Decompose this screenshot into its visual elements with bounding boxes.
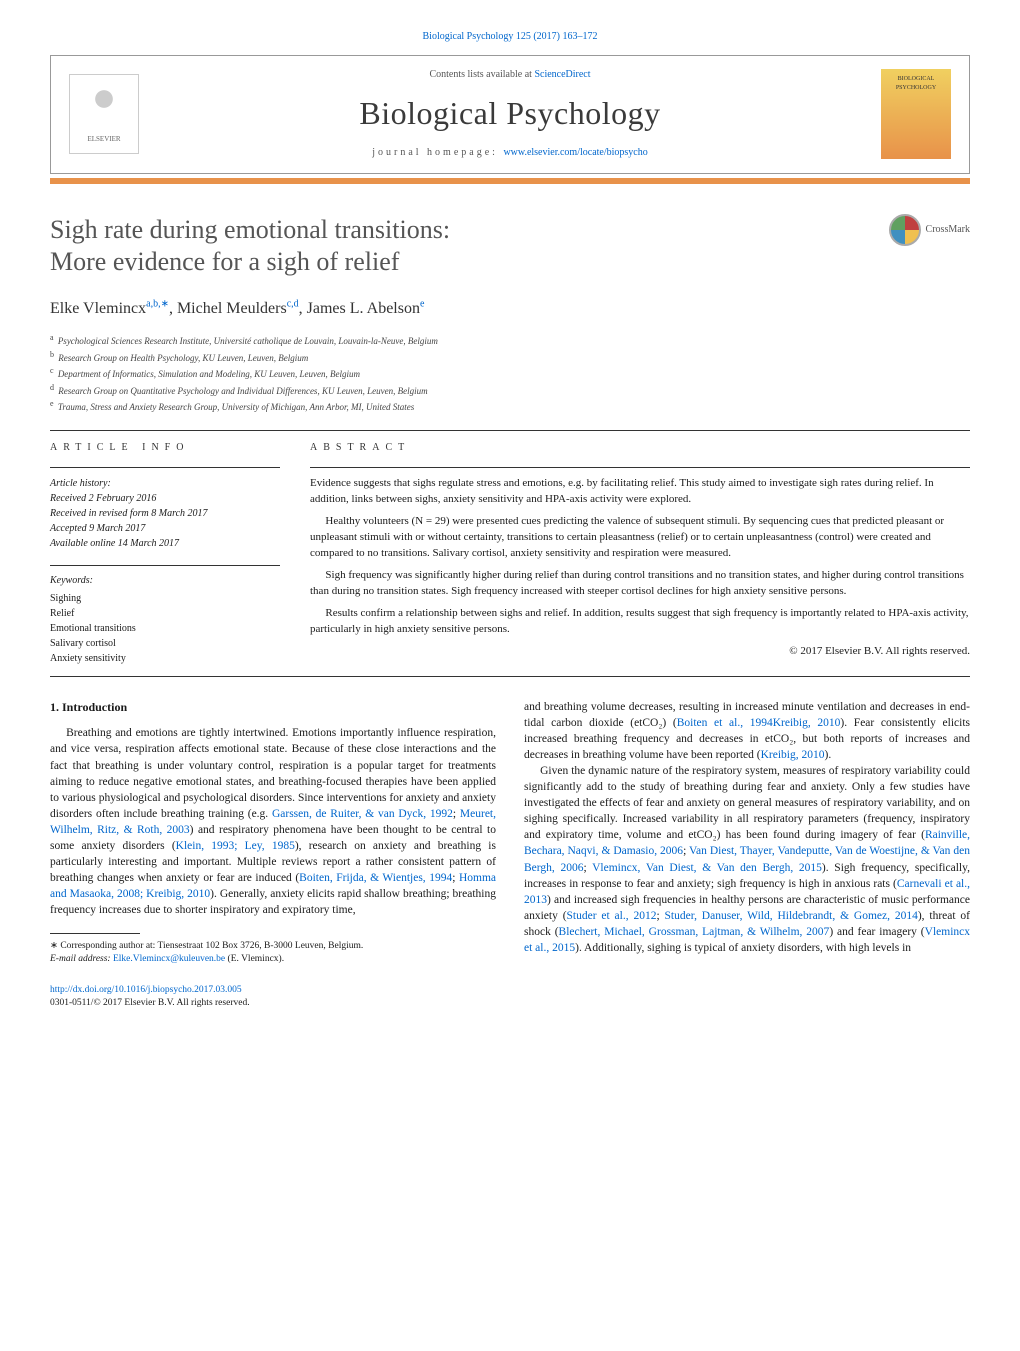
elsevier-label: ELSEVIER <box>87 134 120 144</box>
article-info-heading: article info <box>50 441 280 456</box>
history-received: Received 2 February 2016 <box>50 491 280 506</box>
keywords-list: Sighing Relief Emotional transitions Sal… <box>50 591 280 666</box>
citation-link[interactable]: Blechert, Michael, Grossman, Lajtman, & … <box>559 926 830 938</box>
citation-link[interactable]: Kreibig, 2010 <box>761 749 825 761</box>
author-3-sup: e <box>420 299 424 310</box>
citation-link[interactable]: Boiten, Frijda, & Wientjes, 1994 <box>299 872 452 884</box>
abstract-p2: Healthy volunteers (N = 29) were present… <box>310 514 970 562</box>
divider-bottom <box>50 676 970 677</box>
p2-text-i: ). Additionally, sighing is typical of a… <box>575 942 911 954</box>
cover-label-2: PSYCHOLOGY <box>896 84 936 93</box>
keywords-divider <box>50 565 280 566</box>
title-line-2: More evidence for a sigh of relief <box>50 247 399 276</box>
authors-line: Elke Vlemincxa,b,∗, Michel Meuldersc,d, … <box>50 297 970 320</box>
p1-text-i: ). <box>825 749 832 761</box>
journal-header-box: ELSEVIER Contents lists available at Sci… <box>50 55 970 174</box>
affiliation-b: Research Group on Health Psychology, KU … <box>58 353 308 363</box>
abstract-copyright: © 2017 Elsevier B.V. All rights reserved… <box>310 644 970 660</box>
affiliation-e: Trauma, Stress and Anxiety Research Grou… <box>58 402 414 412</box>
footnote-rule <box>50 933 140 934</box>
crossmark-label: CrossMark <box>926 223 970 238</box>
history-label: Article history: <box>50 476 280 491</box>
footnote-email-link[interactable]: Elke.Vlemincx@kuleuven.be <box>113 954 225 964</box>
affiliation-d: Research Group on Quantitative Psycholog… <box>58 386 427 396</box>
body-paragraph-2: Given the dynamic nature of the respirat… <box>524 763 970 956</box>
p2-text-h: ) and fear imagery ( <box>829 926 924 938</box>
header-center: Contents lists available at ScienceDirec… <box>154 68 866 161</box>
affiliation-a: Psychological Sciences Research Institut… <box>58 336 438 346</box>
author-2-sup: c,d <box>287 299 299 310</box>
keyword-2: Relief <box>50 606 280 621</box>
crossmark-icon <box>889 214 921 246</box>
article-history: Article history: Received 2 February 201… <box>50 476 280 551</box>
article-info-column: article info Article history: Received 2… <box>50 441 280 666</box>
crossmark-badge[interactable]: CrossMark <box>889 214 970 246</box>
history-revised: Received in revised form 8 March 2017 <box>50 506 280 521</box>
elsevier-logo: ELSEVIER <box>69 74 139 154</box>
author-1-name: Elke Vlemincx <box>50 300 146 317</box>
keywords-label: Keywords: <box>50 574 280 589</box>
journal-reference: Biological Psychology 125 (2017) 163–172 <box>50 30 970 45</box>
journal-cover-thumbnail: BIOLOGICAL PSYCHOLOGY <box>881 69 951 159</box>
info-divider <box>50 467 280 468</box>
citation-link[interactable]: Studer, Danuser, Wild, Hildebrandt, & Go… <box>665 910 918 922</box>
abstract-column: abstract Evidence suggests that sighs re… <box>310 441 970 666</box>
footnote-line-1: ∗ Corresponding author at: Tiensestraat … <box>50 940 496 953</box>
citation-link[interactable]: Studer et al., 2012 <box>567 910 657 922</box>
author-2-name: Michel Meulders <box>177 300 287 317</box>
journal-name: Biological Psychology <box>154 90 866 136</box>
affiliation-c: Department of Informatics, Simulation an… <box>58 369 360 379</box>
cover-label-1: BIOLOGICAL <box>898 75 935 84</box>
contents-line: Contents lists available at ScienceDirec… <box>154 68 866 83</box>
accent-bar <box>50 178 970 184</box>
p1-text-b: ; <box>453 808 460 820</box>
body-columns: 1. Introduction Breathing and emotions a… <box>50 699 970 967</box>
author-3-name: James L. Abelson <box>307 300 420 317</box>
corresponding-footnote: ∗ Corresponding author at: Tiensestraat … <box>50 940 496 967</box>
history-online: Available online 14 March 2017 <box>50 536 280 551</box>
info-abstract-row: article info Article history: Received 2… <box>50 441 970 666</box>
issn-copyright: 0301-0511/© 2017 Elsevier B.V. All right… <box>50 998 250 1008</box>
citation-link[interactable]: Garssen, de Ruiter, & van Dyck, 1992 <box>272 808 453 820</box>
sciencedirect-link[interactable]: ScienceDirect <box>534 69 590 80</box>
history-accepted: Accepted 9 March 2017 <box>50 521 280 536</box>
abstract-divider <box>310 467 970 468</box>
citation-link[interactable]: Vlemincx, Van Diest, & Van den Bergh, 20… <box>592 862 822 874</box>
p2-text-a: Given the dynamic nature of the respirat… <box>524 765 970 841</box>
p1-text-e: ; <box>452 872 459 884</box>
p2-text-c: ; <box>583 862 592 874</box>
article-title: Sigh rate during emotional transitions: … <box>50 214 450 279</box>
p2-text-f: ; <box>656 910 664 922</box>
author-1-sup: a,b,∗ <box>146 299 169 310</box>
homepage-link[interactable]: www.elsevier.com/locate/biopsycho <box>503 147 647 158</box>
affiliations: a Psychological Sciences Research Instit… <box>50 332 970 415</box>
divider-top <box>50 430 970 431</box>
keyword-3: Emotional transitions <box>50 621 280 636</box>
keyword-5: Anxiety sensitivity <box>50 651 280 666</box>
abstract-p1: Evidence suggests that sighs regulate st… <box>310 476 970 508</box>
citation-link[interactable]: Klein, 1993; Ley, 1985 <box>176 840 295 852</box>
keyword-1: Sighing <box>50 591 280 606</box>
contents-prefix: Contents lists available at <box>429 69 534 80</box>
footer-info: http://dx.doi.org/10.1016/j.biopsycho.20… <box>50 984 970 1011</box>
abstract-p4: Results confirm a relationship between s… <box>310 606 970 638</box>
footnote-email-label: E-mail address: <box>50 954 113 964</box>
doi-link[interactable]: http://dx.doi.org/10.1016/j.biopsycho.20… <box>50 985 242 995</box>
keyword-4: Salivary cortisol <box>50 636 280 651</box>
body-paragraph-1: Breathing and emotions are tightly inter… <box>50 725 496 918</box>
homepage-prefix: journal homepage: <box>372 147 503 158</box>
abstract-heading: abstract <box>310 441 970 456</box>
p1-text-a: Breathing and emotions are tightly inter… <box>50 727 496 819</box>
footnote-author: (E. Vlemincx). <box>225 954 284 964</box>
abstract-p3: Sigh frequency was significantly higher … <box>310 568 970 600</box>
section-heading: 1. Introduction <box>50 699 496 716</box>
title-line-1: Sigh rate during emotional transitions: <box>50 215 450 244</box>
body-paragraph-1-cont: and breathing volume decreases, resultin… <box>524 699 970 763</box>
citation-link[interactable]: Boiten et al., 1994Kreibig, 2010 <box>677 717 841 729</box>
title-row: Sigh rate during emotional transitions: … <box>50 214 970 279</box>
journal-homepage: journal homepage: www.elsevier.com/locat… <box>154 146 866 161</box>
